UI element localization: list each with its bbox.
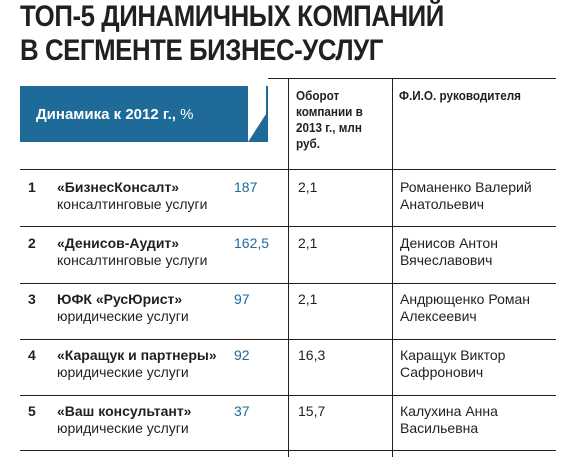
banner-pointer bbox=[248, 86, 266, 142]
column-divider-2 bbox=[392, 78, 393, 457]
row-divider bbox=[20, 283, 556, 284]
director-name: Каращук Виктор Сафронович bbox=[400, 347, 506, 380]
growth-value: 97 bbox=[234, 291, 250, 307]
company-activity: юридические услуги bbox=[57, 364, 189, 380]
row-divider bbox=[20, 339, 556, 340]
rank-cell: 2 bbox=[28, 235, 36, 251]
director-name: Романенко Валерий Анатольевич bbox=[400, 179, 532, 212]
turnover-value: 16,3 bbox=[298, 347, 326, 363]
title-line-1: ТОП-5 ДИНАМИЧНЫХ КОМПАНИЙ bbox=[20, 0, 444, 33]
table-row: 4 «Каращук и партнеры» юридические услуг… bbox=[0, 347, 575, 403]
column-divider-1 bbox=[288, 78, 289, 457]
growth-header-unit: % bbox=[180, 106, 194, 123]
title-line-2: В СЕГМЕНТЕ БИЗНЕС-УСЛУГ bbox=[20, 34, 383, 67]
company-name: «БизнесКонсалт» bbox=[57, 179, 180, 195]
company-activity: юридические услуги bbox=[57, 420, 189, 436]
rank-cell: 1 bbox=[28, 179, 36, 195]
company-activity: юридические услуги bbox=[57, 308, 189, 324]
director-name: Калухина Анна Васильевна bbox=[400, 403, 498, 436]
row-divider bbox=[20, 226, 556, 227]
company-name: «Каращук и партнеры» bbox=[57, 347, 217, 363]
turnover-column-header: Оборот компании в 2013 г., млн руб. bbox=[296, 88, 363, 151]
growth-value: 187 bbox=[234, 179, 258, 195]
rank-cell: 4 bbox=[28, 347, 36, 363]
table-row: 5 «Ваш консультант» юридические услуги 3… bbox=[0, 403, 575, 459]
table-row: 1 «БизнесКонсалт» консалтинговые услуги … bbox=[0, 179, 575, 235]
row-divider bbox=[20, 395, 556, 396]
page-title: ТОП-5 ДИНАМИЧНЫХ КОМПАНИЙ В СЕГМЕНТЕ БИЗ… bbox=[20, 0, 444, 68]
growth-value: 92 bbox=[234, 347, 250, 363]
growth-value: 37 bbox=[234, 403, 250, 419]
company-name: ЮФК «РусЮрист» bbox=[57, 291, 183, 307]
growth-header-label: Динамика к 2012 г., bbox=[36, 106, 176, 123]
company-name: «Ваш консультант» bbox=[57, 403, 192, 419]
director-column-header: Ф.И.О. руководителя bbox=[399, 88, 522, 103]
row-divider bbox=[20, 169, 556, 170]
turnover-value: 15,7 bbox=[298, 403, 326, 419]
turnover-value: 2,1 bbox=[298, 179, 318, 195]
turnover-value: 2,1 bbox=[298, 291, 318, 307]
company-name: «Денисов-Аудит» bbox=[57, 235, 180, 251]
growth-value: 162,5 bbox=[234, 235, 270, 251]
company-activity: консалтинговые услуги bbox=[57, 252, 208, 268]
turnover-value: 2,1 bbox=[298, 235, 318, 251]
table-row: 3 ЮФК «РусЮрист» юридические услуги 97 2… bbox=[0, 291, 575, 347]
growth-column-header: Динамика к 2012 г., % bbox=[20, 86, 268, 142]
director-name: Андрющенко Роман Алексеевич bbox=[400, 291, 531, 324]
director-name: Денисов Антон Вячеславович bbox=[400, 235, 498, 268]
header-top-rule bbox=[268, 78, 556, 79]
rank-cell: 3 bbox=[28, 291, 36, 307]
company-activity: консалтинговые услуги bbox=[57, 196, 208, 212]
table-row: 2 «Денисов-Аудит» консалтинговые услуги … bbox=[0, 235, 575, 291]
rank-cell: 5 bbox=[28, 403, 36, 419]
row-divider bbox=[20, 450, 556, 451]
